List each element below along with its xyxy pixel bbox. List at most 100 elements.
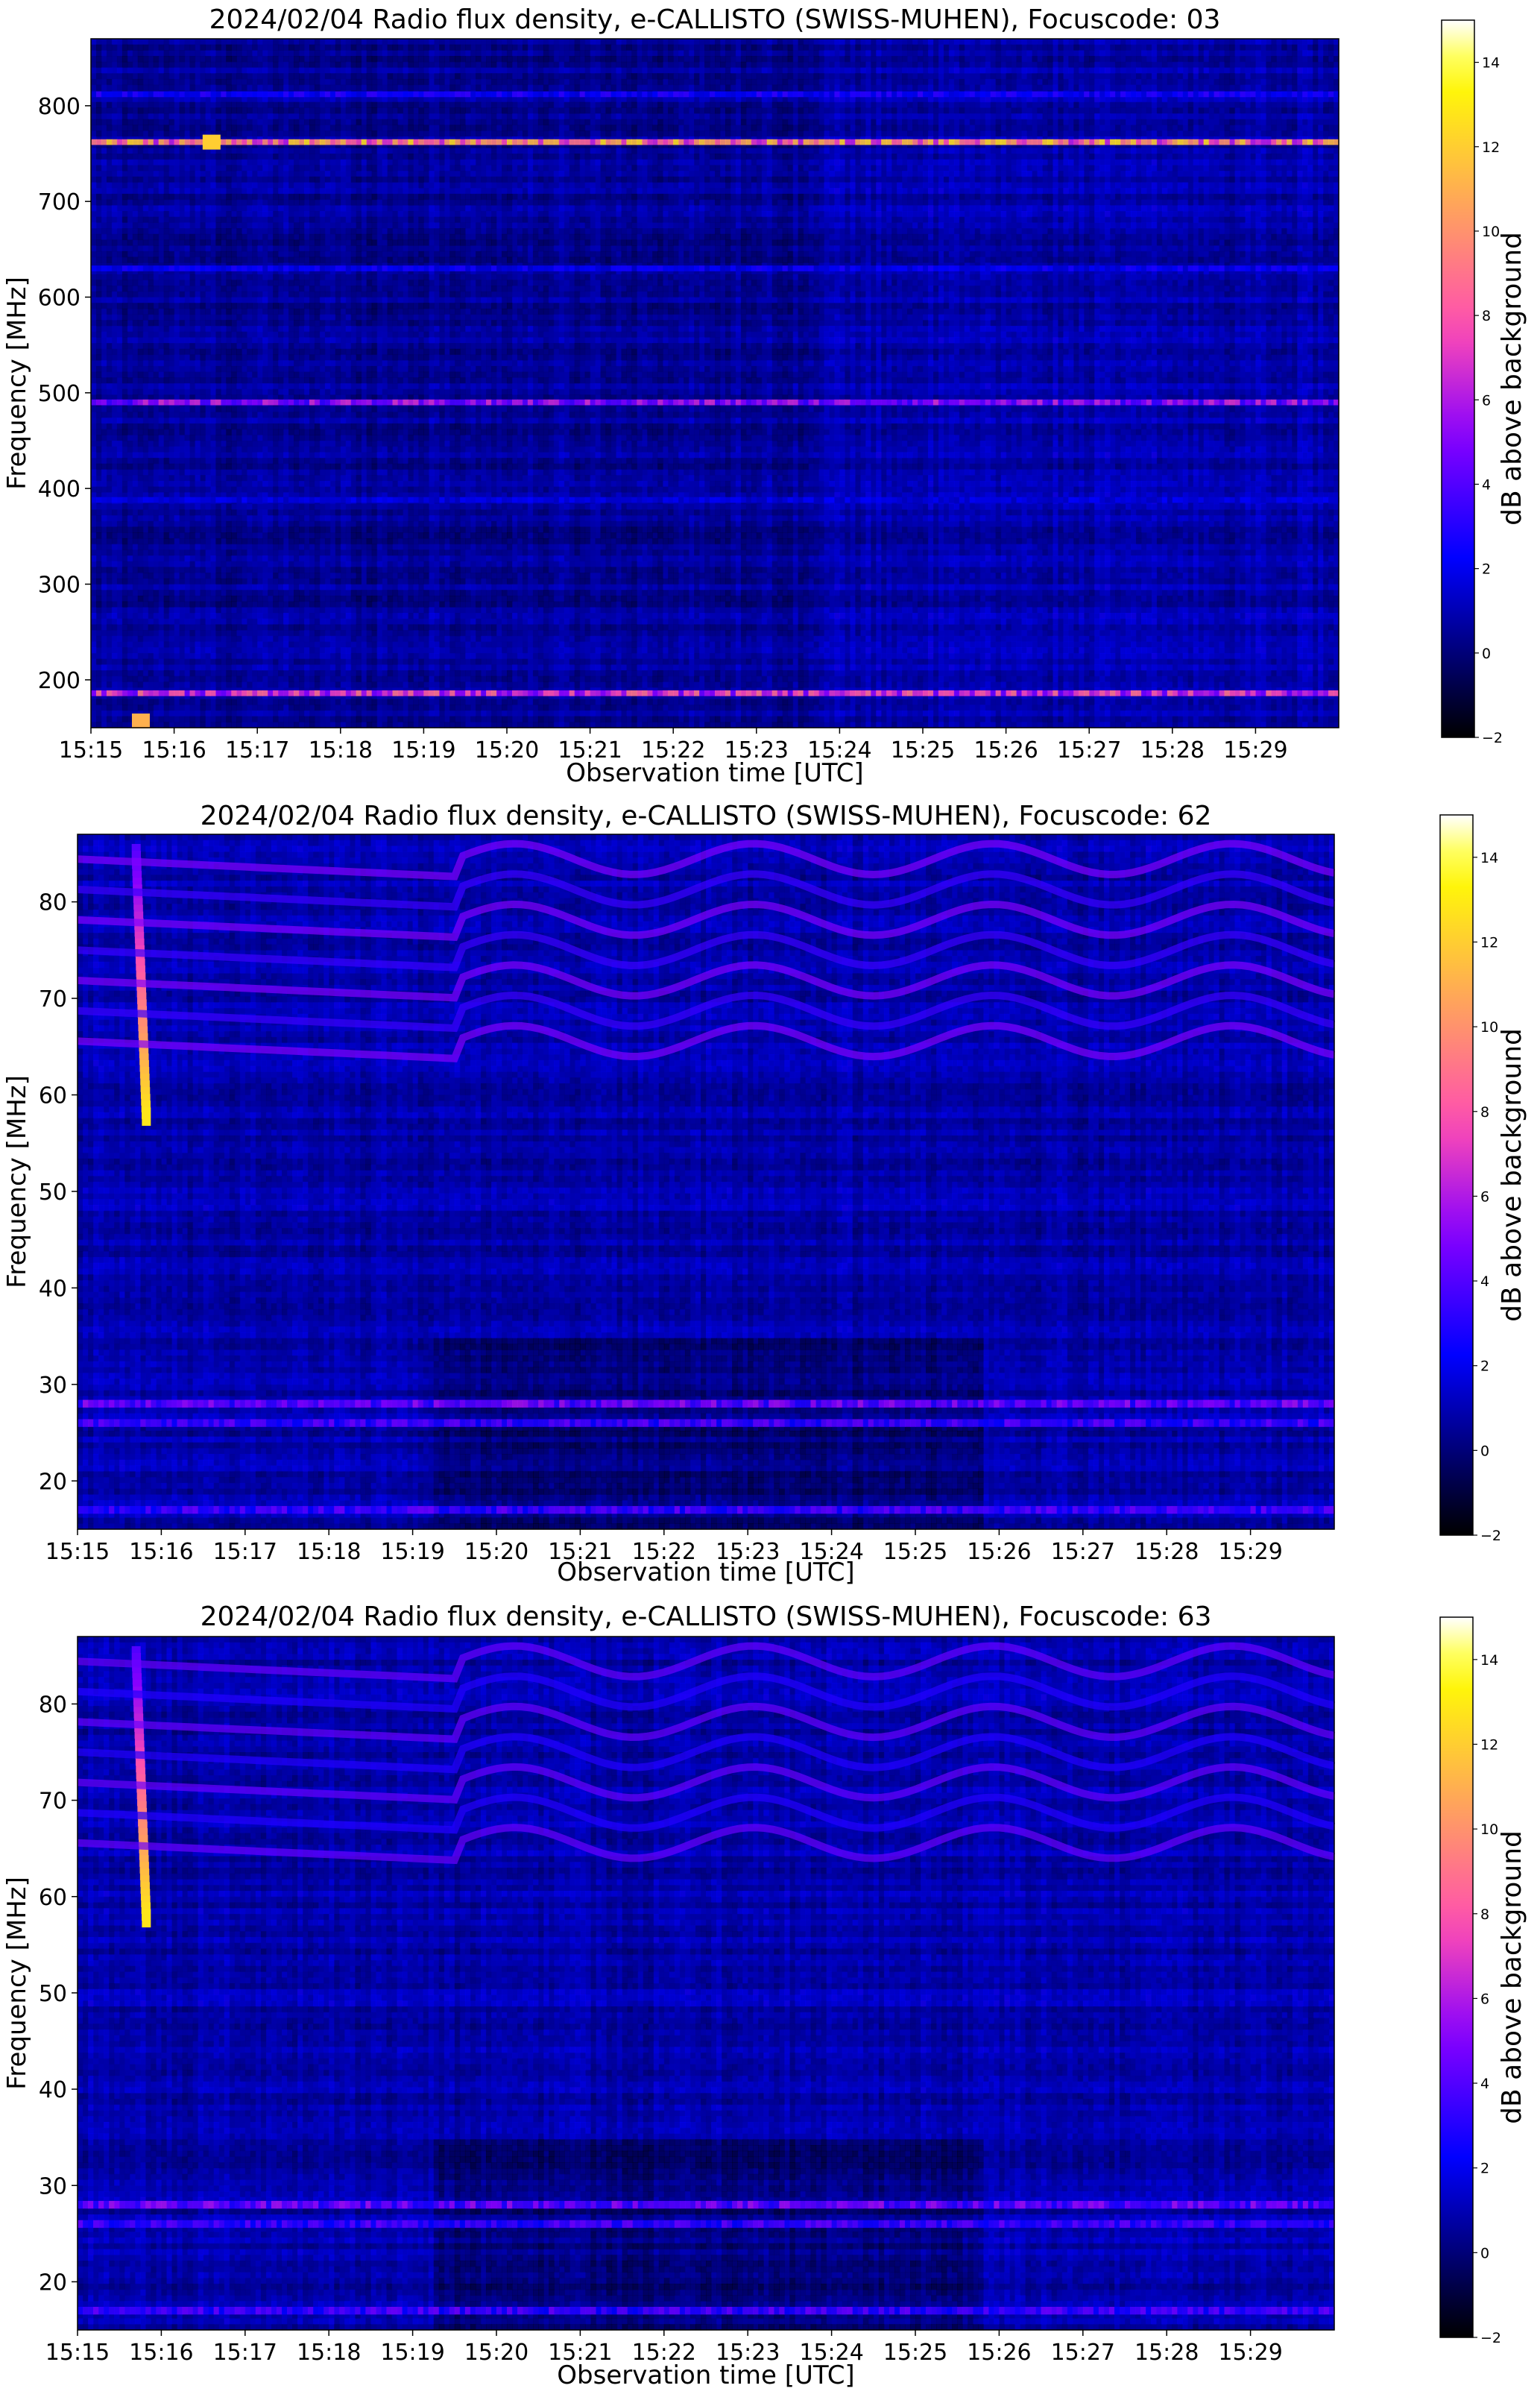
x-tick-label: 15:26 [967, 2340, 1031, 2366]
colorbar-tick-label: 12 [1480, 934, 1498, 951]
colorbar [1440, 1617, 1473, 2337]
y-tick-label: 400 [38, 476, 81, 503]
y-tick-label: 600 [38, 286, 81, 312]
y-tick-label: 50 [39, 1180, 67, 1206]
y-tick-label: 200 [38, 668, 81, 694]
colorbar-tick-label: 2 [1480, 1358, 1489, 1375]
y-tick-label: 70 [39, 986, 67, 1012]
y-tick-label: 80 [39, 890, 67, 916]
x-tick-label: 15:19 [391, 737, 455, 763]
x-tick-label: 15:19 [380, 1539, 444, 1565]
x-tick-label: 15:27 [1057, 737, 1121, 763]
y-tick-label: 300 [38, 573, 81, 599]
spectrogram-panel-focuscode-03: 2024/02/04 Radio flux density, e-CALLIST… [0, 0, 1540, 798]
y-tick-label: 30 [39, 1373, 67, 1399]
y-tick-label: 20 [39, 2270, 67, 2296]
colorbar-tick-label: 0 [1480, 2245, 1489, 2261]
x-tick-label: 15:27 [1051, 2340, 1115, 2366]
spectrogram-svg: 2024/02/04 Radio flux density, e-CALLIST… [0, 1601, 1540, 2400]
y-tick-label: 500 [38, 381, 81, 407]
chart-title: 2024/02/04 Radio flux density, e-CALLIST… [201, 1602, 1212, 1632]
y-tick-label: 40 [39, 1276, 67, 1302]
x-tick-label: 15:28 [1135, 1539, 1199, 1565]
x-tick-label: 15:15 [59, 737, 123, 763]
colorbar-tick-label: −2 [1482, 730, 1503, 746]
x-tick-label: 15:15 [45, 1539, 110, 1565]
spectrogram-image [78, 834, 1335, 1530]
colorbar [1442, 20, 1474, 737]
x-tick-label: 15:17 [213, 1539, 277, 1565]
x-tick-label: 15:20 [464, 2340, 528, 2366]
colorbar-tick-label: 2 [1480, 2161, 1489, 2177]
x-tick-label: 15:18 [309, 737, 373, 763]
y-axis-label: Frequency [MHz] [2, 1075, 32, 1288]
colorbar-tick-label: 12 [1480, 1736, 1498, 1753]
colorbar-tick-label: 4 [1482, 476, 1491, 493]
colorbar-tick-label: 14 [1482, 55, 1500, 72]
y-tick-label: 30 [39, 2173, 67, 2199]
colorbar-tick-label: −2 [1480, 2330, 1501, 2346]
colorbar-tick-label: 10 [1480, 1019, 1498, 1036]
spectrogram-panel-focuscode-62: 2024/02/04 Radio flux density, e-CALLIST… [0, 798, 1540, 1601]
colorbar-label: dB above background [1497, 1830, 1527, 2124]
x-tick-label: 15:18 [297, 2340, 361, 2366]
colorbar-tick-label: 0 [1482, 646, 1491, 662]
x-tick-label: 15:18 [297, 1539, 361, 1565]
colorbar-label: dB above background [1497, 1028, 1527, 1322]
y-tick-label: 20 [39, 1469, 67, 1495]
colorbar-label: dB above background [1497, 232, 1527, 526]
y-tick-label: 80 [39, 1692, 67, 1718]
y-tick-label: 60 [39, 1083, 67, 1109]
x-tick-label: 15:19 [380, 2340, 444, 2366]
colorbar-tick-label: 2 [1482, 561, 1491, 578]
y-tick-label: 60 [39, 1885, 67, 1911]
colorbar-tick-label: 8 [1480, 1906, 1489, 1923]
x-tick-label: 15:25 [891, 737, 955, 763]
colorbar-tick-label: 14 [1480, 1652, 1498, 1669]
y-axis-label: Frequency [MHz] [2, 1877, 32, 2090]
x-tick-label: 15:17 [225, 737, 289, 763]
colorbar-tick-label: −2 [1480, 1528, 1501, 1544]
y-tick-label: 700 [38, 189, 81, 215]
x-tick-label: 15:28 [1135, 2340, 1199, 2366]
x-tick-label: 15:28 [1140, 737, 1205, 763]
x-tick-label: 15:25 [883, 2340, 947, 2366]
colorbar-tick-label: 0 [1480, 1443, 1489, 1459]
x-axis-label: Observation time [UTC] [566, 758, 863, 788]
colorbar-tick-label: 6 [1480, 1188, 1489, 1205]
spectrogram-image [91, 39, 1339, 728]
colorbar-tick-label: 4 [1480, 2076, 1489, 2092]
spectrogram-svg: 2024/02/04 Radio flux density, e-CALLIST… [0, 0, 1540, 798]
x-tick-label: 15:20 [475, 737, 539, 763]
y-tick-label: 50 [39, 1981, 67, 2007]
y-axis-label: Frequency [MHz] [2, 277, 32, 490]
y-tick-label: 40 [39, 2077, 67, 2103]
x-axis-label: Observation time [UTC] [557, 1558, 854, 1587]
spectrogram-panel-focuscode-63: 2024/02/04 Radio flux density, e-CALLIST… [0, 1601, 1540, 2400]
colorbar [1440, 815, 1473, 1535]
x-tick-label: 15:16 [129, 1539, 193, 1565]
y-tick-label: 70 [39, 1789, 67, 1815]
x-tick-label: 15:16 [142, 737, 206, 763]
colorbar-tick-label: 6 [1480, 1991, 1489, 2007]
colorbar-tick-label: 4 [1480, 1273, 1489, 1290]
chart-title: 2024/02/04 Radio flux density, e-CALLIST… [209, 4, 1221, 35]
x-tick-label: 15:25 [883, 1539, 947, 1565]
x-tick-label: 15:16 [129, 2340, 193, 2366]
x-tick-label: 15:26 [973, 737, 1038, 763]
x-tick-label: 15:20 [464, 1539, 528, 1565]
x-tick-label: 15:29 [1223, 737, 1287, 763]
x-tick-label: 15:26 [967, 1539, 1031, 1565]
spectrogram-svg: 2024/02/04 Radio flux density, e-CALLIST… [0, 798, 1540, 1601]
chart-title: 2024/02/04 Radio flux density, e-CALLIST… [201, 801, 1212, 831]
y-tick-label: 800 [38, 94, 81, 120]
colorbar-tick-label: 8 [1480, 1104, 1489, 1121]
x-axis-label: Observation time [UTC] [557, 2361, 854, 2390]
x-tick-label: 15:15 [45, 2340, 110, 2366]
x-tick-label: 15:17 [213, 2340, 277, 2366]
colorbar-tick-label: 8 [1482, 308, 1491, 324]
colorbar-tick-label: 12 [1482, 139, 1500, 156]
x-tick-label: 15:29 [1218, 2340, 1282, 2366]
colorbar-tick-label: 10 [1480, 1821, 1498, 1838]
x-tick-label: 15:29 [1218, 1539, 1282, 1565]
